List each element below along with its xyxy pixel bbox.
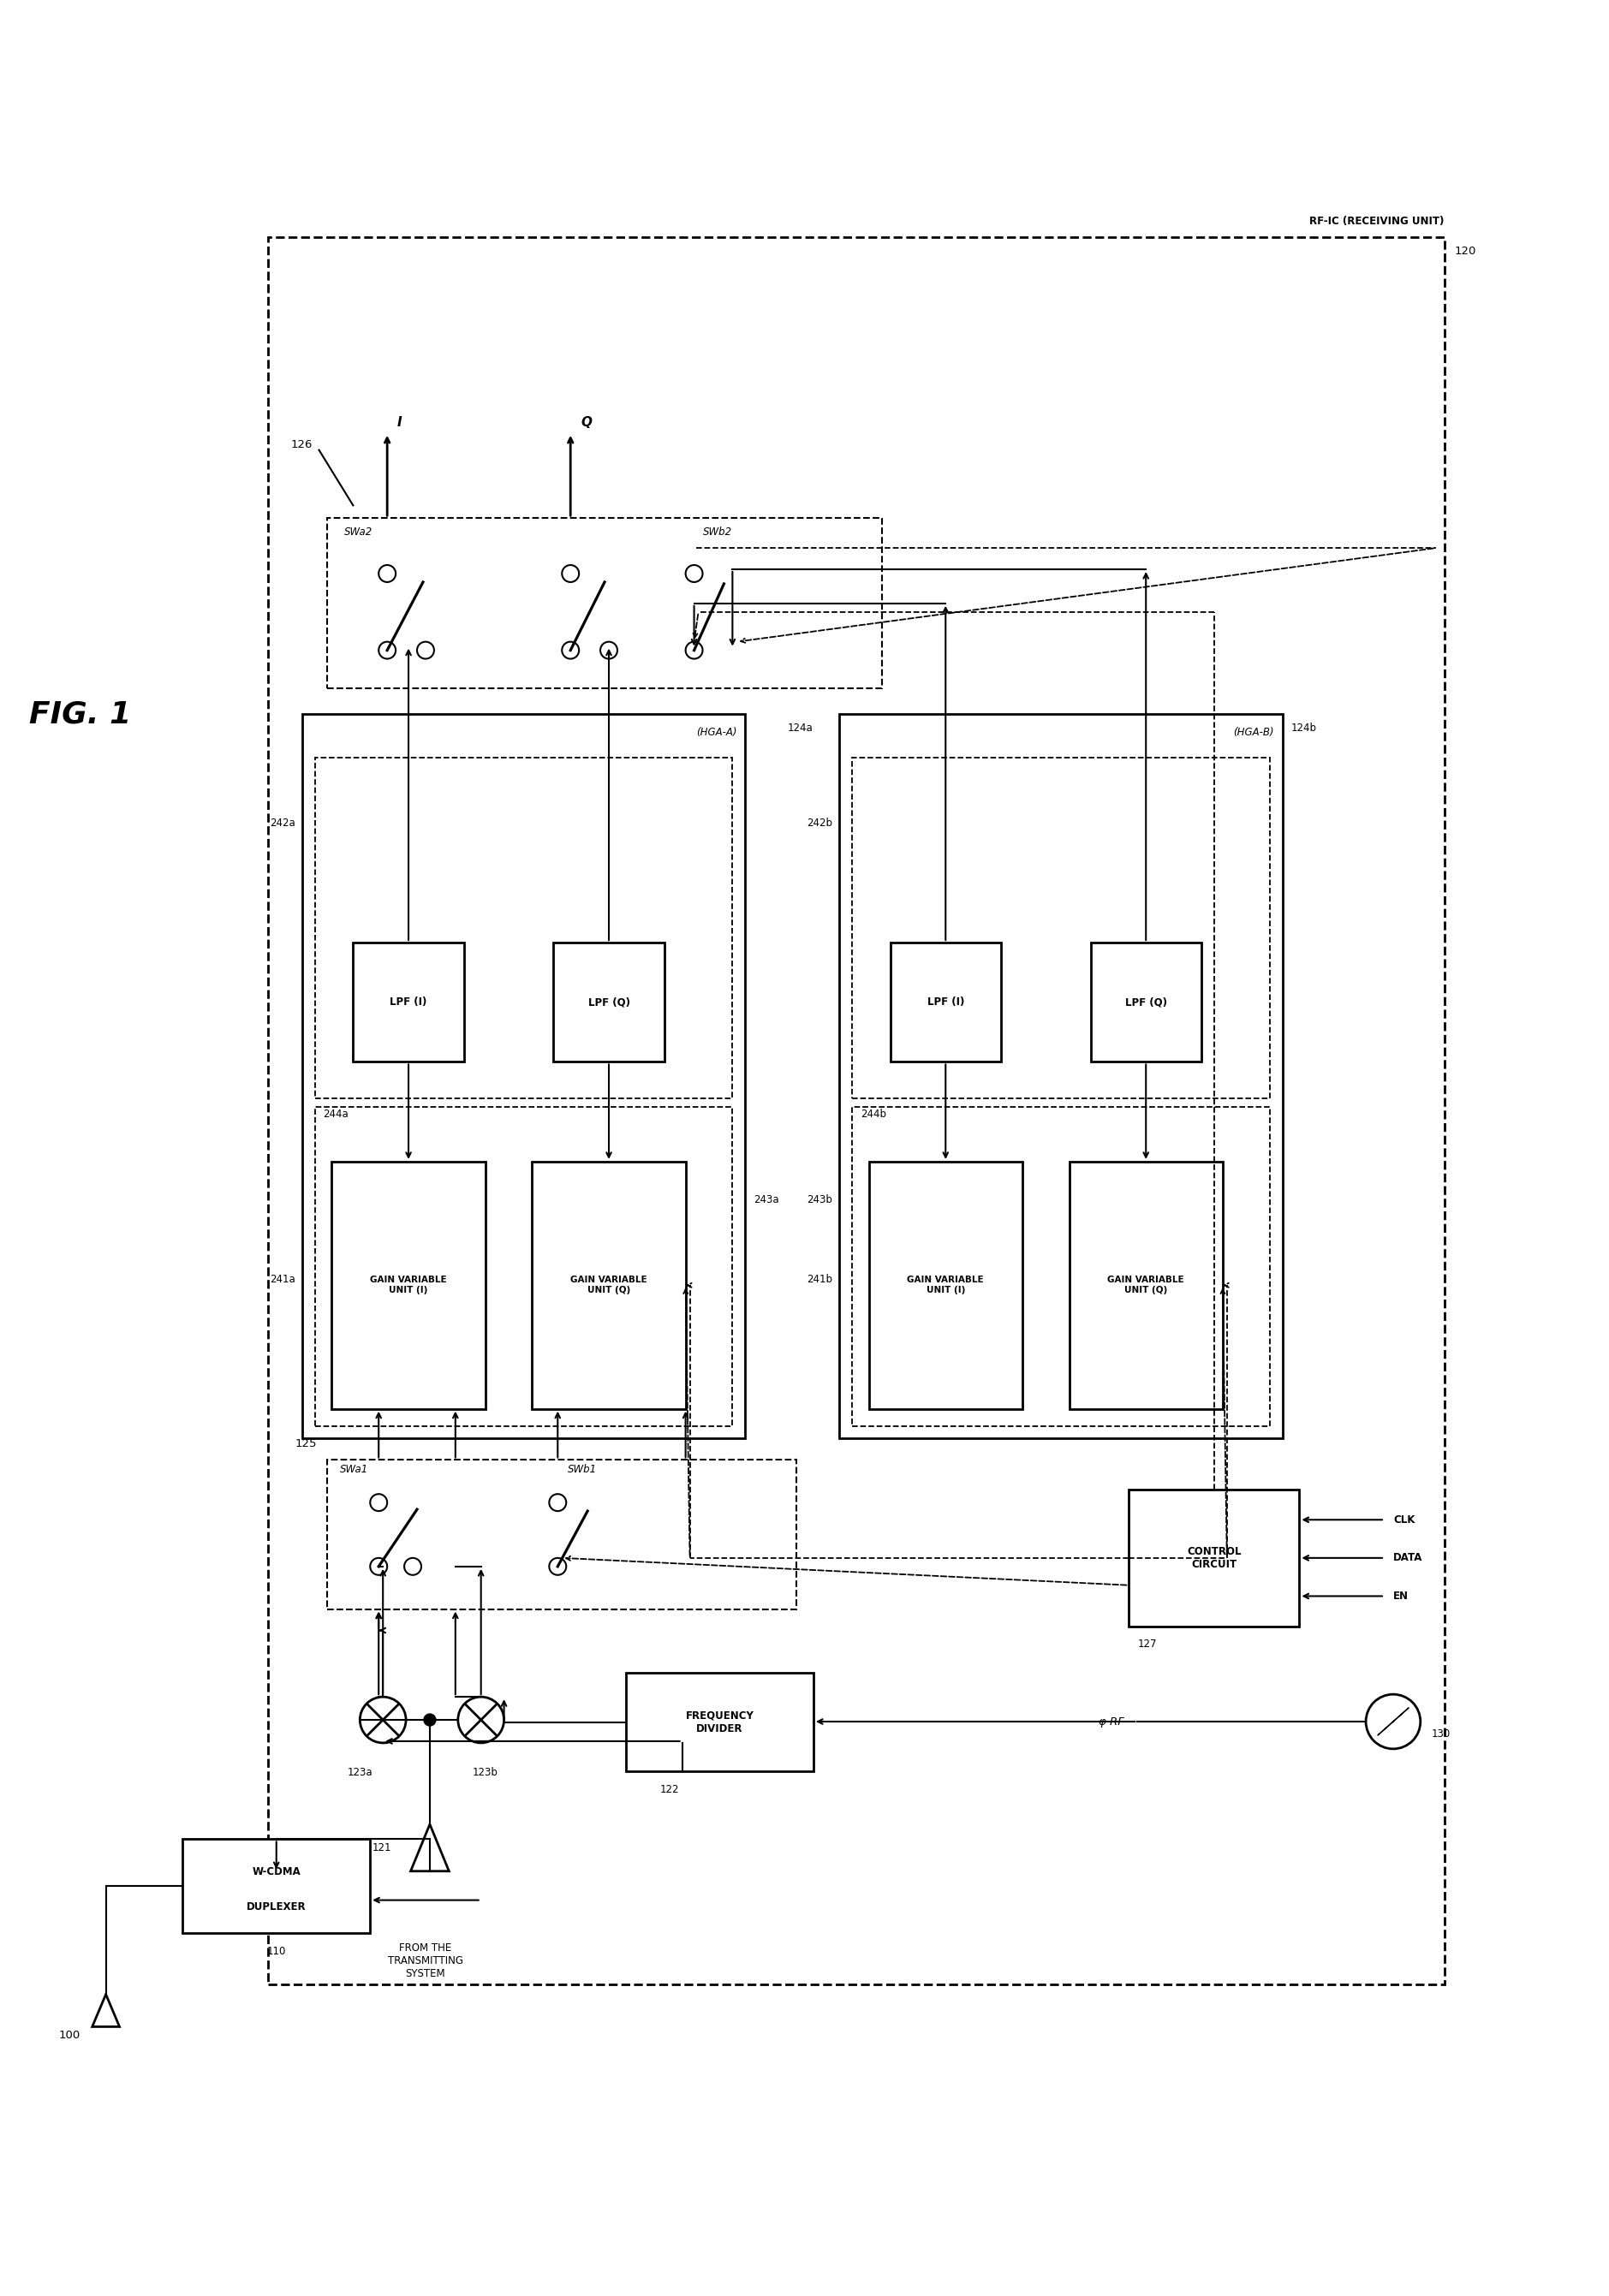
Circle shape	[423, 1713, 436, 1727]
Bar	[890, 944, 1001, 1063]
Text: GAIN VARIABLE
UNIT (Q): GAIN VARIABLE UNIT (Q)	[1107, 1277, 1184, 1295]
Text: 121: 121	[372, 1841, 391, 1853]
Text: DATA: DATA	[1393, 1552, 1422, 1564]
Text: LPF (I): LPF (I)	[927, 996, 964, 1008]
Bar	[331, 1162, 486, 1410]
Text: SWb2: SWb2	[703, 526, 732, 537]
Text: Q: Q	[581, 416, 592, 429]
Text: 122: 122	[660, 1784, 679, 1795]
Text: FROM THE
TRANSMITTING
SYSTEM: FROM THE TRANSMITTING SYSTEM	[388, 1942, 463, 1979]
Text: 123b: 123b	[473, 1766, 499, 1777]
Text: GAIN VARIABLE
UNIT (I): GAIN VARIABLE UNIT (I)	[370, 1277, 447, 1295]
Text: EN: EN	[1393, 1591, 1408, 1603]
Text: 243b: 243b	[806, 1194, 832, 1205]
Bar	[626, 1674, 814, 1770]
Text: 242a: 242a	[270, 817, 294, 829]
Bar	[352, 944, 463, 1063]
Text: 120: 120	[1455, 246, 1477, 257]
Text: GAIN VARIABLE
UNIT (Q): GAIN VARIABLE UNIT (Q)	[571, 1277, 647, 1295]
Text: SWb1: SWb1	[568, 1465, 597, 1476]
Bar	[1130, 1490, 1300, 1626]
Text: W-CDMA: W-CDMA	[253, 1867, 301, 1878]
Text: 125: 125	[296, 1440, 317, 1449]
Text: 124a: 124a	[788, 723, 814, 735]
Bar	[328, 1460, 796, 1609]
Text: 243a: 243a	[753, 1194, 779, 1205]
Text: 124b: 124b	[1290, 723, 1316, 735]
Text: φ RF: φ RF	[1099, 1715, 1125, 1727]
Text: LPF (I): LPF (I)	[389, 996, 426, 1008]
Bar	[267, 236, 1445, 1984]
Bar	[302, 714, 745, 1440]
Bar	[1070, 1162, 1223, 1410]
Text: FREQUENCY
DIVIDER: FREQUENCY DIVIDER	[685, 1711, 755, 1733]
Bar	[533, 1162, 685, 1410]
Text: SWa2: SWa2	[344, 526, 373, 537]
Bar	[851, 758, 1270, 1097]
Bar	[838, 714, 1282, 1440]
Text: 241a: 241a	[270, 1274, 294, 1286]
Bar	[869, 1162, 1022, 1410]
Text: 242b: 242b	[806, 817, 832, 829]
Bar	[851, 1107, 1270, 1426]
Text: LPF (Q): LPF (Q)	[1125, 996, 1167, 1008]
Text: CONTROL
CIRCUIT: CONTROL CIRCUIT	[1187, 1545, 1241, 1570]
Text: 123a: 123a	[348, 1766, 373, 1777]
Text: LPF (Q): LPF (Q)	[587, 996, 629, 1008]
Bar	[1091, 944, 1202, 1063]
Text: GAIN VARIABLE
UNIT (I): GAIN VARIABLE UNIT (I)	[907, 1277, 985, 1295]
Text: 100: 100	[60, 2030, 80, 2041]
Text: RF-IC (RECEIVING UNIT): RF-IC (RECEIVING UNIT)	[1310, 216, 1445, 227]
Text: 127: 127	[1138, 1639, 1157, 1651]
Text: (HGA-A): (HGA-A)	[697, 728, 737, 737]
Text: 130: 130	[1432, 1729, 1451, 1740]
Text: SWa1: SWa1	[341, 1465, 368, 1476]
Text: 126: 126	[291, 439, 312, 450]
Text: 244b: 244b	[861, 1109, 887, 1120]
Bar	[182, 1839, 370, 1933]
Text: DUPLEXER: DUPLEXER	[246, 1901, 306, 1913]
Text: I: I	[397, 416, 402, 429]
Text: 241b: 241b	[806, 1274, 832, 1286]
Bar	[315, 1107, 732, 1426]
Bar	[315, 758, 732, 1097]
Bar	[328, 519, 882, 689]
Text: 110: 110	[267, 1945, 286, 1956]
Text: (HGA-B): (HGA-B)	[1232, 728, 1274, 737]
Text: FIG. 1: FIG. 1	[29, 700, 132, 728]
Bar	[553, 944, 665, 1063]
Text: 244a: 244a	[323, 1109, 349, 1120]
Text: CLK: CLK	[1393, 1513, 1414, 1525]
